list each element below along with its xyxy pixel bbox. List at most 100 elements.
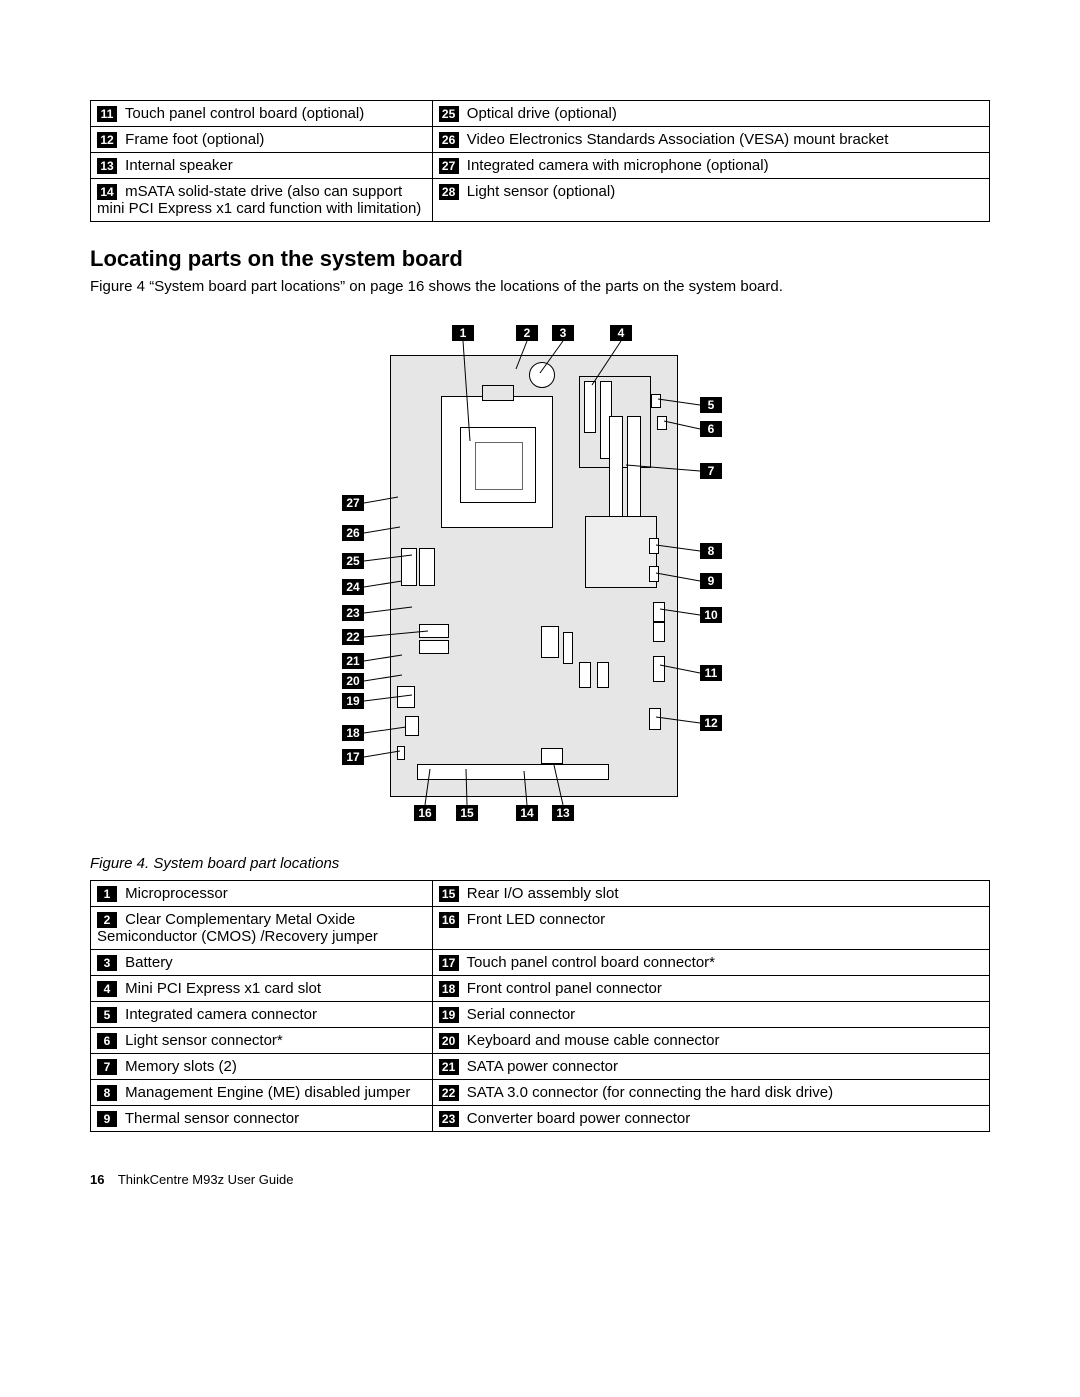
number-badge: 2 [97,912,117,928]
callout-14: 14 [516,805,538,821]
left-small-3 [397,746,405,760]
callout-3: 3 [552,325,574,341]
callout-13: 13 [552,805,574,821]
figure-caption: Figure 4. System board part locations [90,855,990,872]
number-badge: 17 [439,955,459,971]
number-badge: 11 [97,106,117,122]
conn-9 [649,566,659,582]
callout-2: 2 [516,325,538,341]
callout-22: 22 [342,629,364,645]
cpu-latch [482,385,514,401]
number-badge: 26 [439,132,459,148]
table-row: 6 Light sensor connector*20 Keyboard and… [91,1028,990,1054]
callout-16: 16 [414,805,436,821]
number-badge: 19 [439,1007,459,1023]
left-small-1 [397,686,415,708]
number-badge: 7 [97,1059,117,1075]
callout-23: 23 [342,605,364,621]
board-outline [390,355,678,797]
callout-1: 1 [452,325,474,341]
sata-a [419,624,449,638]
left-conn-b [419,548,435,586]
number-badge: 5 [97,1007,117,1023]
sata-b [419,640,449,654]
left-small-2 [405,716,419,736]
number-badge: 13 [97,158,117,174]
callout-20: 20 [342,673,364,689]
conn-8 [649,538,659,554]
callout-5: 5 [700,397,722,413]
top-parts-table: 11 Touch panel control board (optional)2… [90,100,990,222]
number-badge: 18 [439,981,459,997]
table-row: 14 mSATA solid-state drive (also can sup… [91,179,990,222]
callout-26: 26 [342,525,364,541]
cpu-socket [441,396,553,528]
conn-11 [653,656,665,682]
chipset [585,516,657,588]
callout-24: 24 [342,579,364,595]
callout-11: 11 [700,665,722,681]
number-badge: 8 [97,1085,117,1101]
table-row: 3 Battery17 Touch panel control board co… [91,950,990,976]
number-badge: 28 [439,184,459,200]
callout-8: 8 [700,543,722,559]
conn-5 [651,394,661,408]
callout-27: 27 [342,495,364,511]
table-row: 13 Internal speaker27 Integrated camera … [91,153,990,179]
callout-19: 19 [342,693,364,709]
conn-10b [653,622,665,642]
number-badge: 9 [97,1111,117,1127]
callout-12: 12 [700,715,722,731]
mid-conn-2 [563,632,573,664]
number-badge: 12 [97,132,117,148]
callout-18: 18 [342,725,364,741]
bottom-parts-table: 1 Microprocessor15 Rear I/O assembly slo… [90,880,990,1132]
table-row: 9 Thermal sensor connector23 Converter b… [91,1106,990,1132]
intro-paragraph: Figure 4 “System board part locations” o… [90,278,990,295]
number-badge: 25 [439,106,459,122]
table-row: 4 Mini PCI Express x1 card slot18 Front … [91,976,990,1002]
footer-text: ThinkCentre M93z User Guide [118,1172,294,1187]
system-board-diagram: 1234567891011122726252423222120191817161… [330,325,750,845]
conn-10 [653,602,665,622]
callout-25: 25 [342,553,364,569]
number-badge: 6 [97,1033,117,1049]
callout-7: 7 [700,463,722,479]
number-badge: 22 [439,1085,459,1101]
callout-17: 17 [342,749,364,765]
left-conn-a [401,548,417,586]
table-row: 8 Management Engine (ME) disabled jumper… [91,1080,990,1106]
callout-21: 21 [342,653,364,669]
callout-10: 10 [700,607,722,623]
callout-15: 15 [456,805,478,821]
table-row: 7 Memory slots (2)21 SATA power connecto… [91,1054,990,1080]
cpu-inner [460,427,536,503]
conn-6 [657,416,667,430]
rear-io-slot [417,764,609,780]
page-number: 16 [90,1172,104,1187]
table-row: 5 Integrated camera connector19 Serial c… [91,1002,990,1028]
mini-pci-a [584,381,596,433]
number-badge: 23 [439,1111,459,1127]
mid-conn-4 [597,662,609,688]
number-badge: 21 [439,1059,459,1075]
number-badge: 27 [439,158,459,174]
callout-9: 9 [700,573,722,589]
number-badge: 4 [97,981,117,997]
table-row: 12 Frame foot (optional)26 Video Electro… [91,127,990,153]
section-heading: Locating parts on the system board [90,246,990,272]
number-badge: 1 [97,886,117,902]
callout-6: 6 [700,421,722,437]
number-badge: 15 [439,886,459,902]
number-badge: 3 [97,955,117,971]
number-badge: 20 [439,1033,459,1049]
table-row: 1 Microprocessor15 Rear I/O assembly slo… [91,881,990,907]
mid-conn-3 [579,662,591,688]
battery [529,362,555,388]
callout-4: 4 [610,325,632,341]
table-row: 11 Touch panel control board (optional)2… [91,101,990,127]
bottom-conn-1 [541,748,563,764]
mid-conn-1 [541,626,559,658]
table-row: 2 Clear Complementary Metal Oxide Semico… [91,907,990,950]
cpu-die [475,442,523,490]
